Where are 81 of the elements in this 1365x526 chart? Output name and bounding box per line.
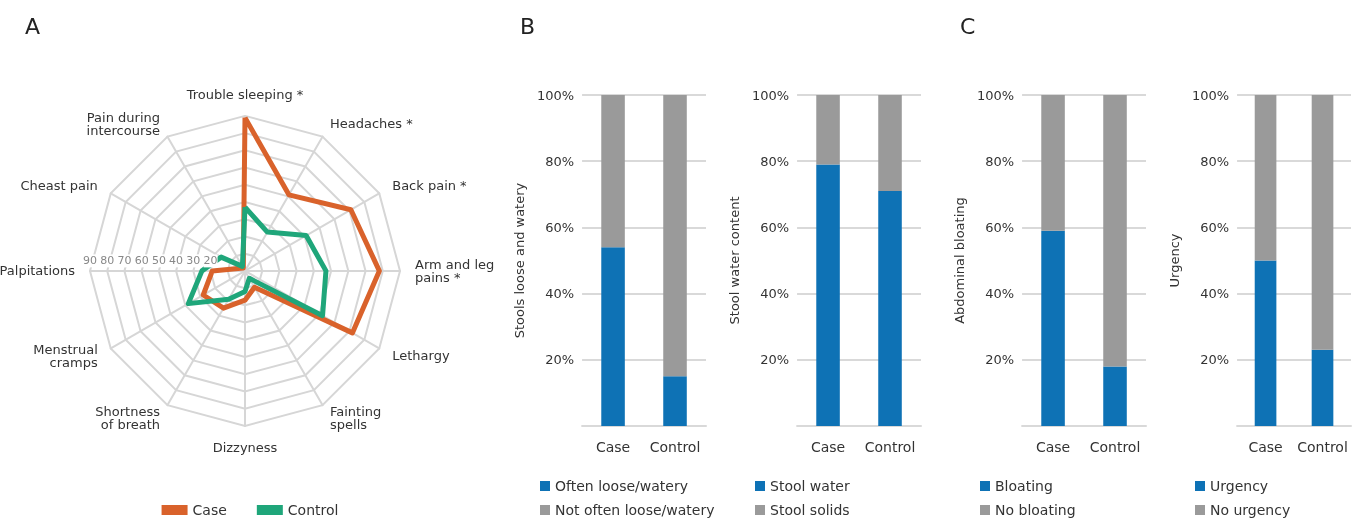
bar <box>1041 95 1065 231</box>
x-tick-label: Case <box>810 439 846 455</box>
bar <box>1311 95 1334 350</box>
y-tick-label: 40 <box>169 254 184 268</box>
spoke-label: Fainting spells <box>330 404 382 433</box>
y-tick-label: 100% <box>536 87 575 103</box>
chart-title: B <box>520 13 536 39</box>
y-tick-label: 40% <box>1200 286 1230 302</box>
chart-title: C <box>960 13 976 39</box>
bar <box>601 247 625 426</box>
spoke-label: Pain during intercourse <box>86 109 160 138</box>
bar <box>1311 349 1334 426</box>
x-tick-label: Case <box>1035 439 1071 455</box>
y-axis-title: Abdominal bloating <box>952 197 967 324</box>
y-tick-label: 40% <box>760 286 790 302</box>
bar <box>878 95 902 191</box>
bar <box>663 95 687 377</box>
y-tick-label: 90 <box>83 254 97 268</box>
y-tick-label: 60 <box>134 254 149 268</box>
legend-label: Often loose/watery <box>555 478 688 494</box>
x-tick-label: Control <box>649 439 701 455</box>
spoke-label: Back pain * <box>392 178 468 194</box>
bar <box>1041 230 1065 426</box>
y-tick-label: 60% <box>985 219 1015 235</box>
y-tick-label: 70 <box>117 254 132 268</box>
y-tick-label: 100% <box>976 87 1015 103</box>
x-tick-label: Control <box>1089 439 1141 455</box>
x-tick-label: Case <box>595 439 631 455</box>
y-tick-label: 80% <box>985 153 1015 169</box>
legend-label: Not often loose/watery <box>555 502 715 518</box>
spoke-label: Menstrual cramps <box>33 341 98 370</box>
spoke-label: Arm and leg pains * <box>415 256 495 285</box>
spoke-label: Palpitations <box>0 263 76 279</box>
y-tick-label: 80% <box>760 153 790 169</box>
bar <box>601 95 625 248</box>
spoke-label: Dizzyness <box>212 439 278 455</box>
y-tick-label: 100% <box>1191 87 1230 103</box>
y-tick-label: 80% <box>545 153 575 169</box>
bar <box>878 190 902 426</box>
y-tick-label: 40% <box>985 286 1015 302</box>
chart-title: A <box>25 13 41 39</box>
bar <box>663 376 687 426</box>
y-tick-label: 100% <box>751 87 790 103</box>
spoke-label: Lethargy <box>392 348 450 364</box>
bar <box>1254 260 1277 426</box>
y-axis-title: Stool water content <box>727 196 742 325</box>
y-tick-label: 60% <box>545 219 575 235</box>
y-tick-label: 20% <box>1200 352 1230 368</box>
y-tick-label: 80 <box>100 254 115 268</box>
y-tick-label: 20% <box>545 352 575 368</box>
y-tick-label: 20% <box>760 352 790 368</box>
y-axis-title: Stools loose and watery <box>512 182 527 339</box>
spoke-label: Headaches * <box>330 116 414 132</box>
y-tick-label: 80% <box>1200 153 1230 169</box>
bar <box>816 95 840 165</box>
legend-label: Stool solids <box>770 502 850 518</box>
x-tick-label: Control <box>1297 439 1348 455</box>
bar <box>816 164 840 426</box>
y-tick-label: 60% <box>1200 219 1230 235</box>
legend-label: Case <box>192 502 227 518</box>
y-tick-label: 30 <box>186 254 201 268</box>
legend-label: Bloating <box>995 478 1053 494</box>
legend-label: No bloating <box>995 502 1076 518</box>
bar <box>1103 95 1127 367</box>
y-tick-label: 60% <box>760 219 790 235</box>
legend-label: Stool water <box>770 478 850 494</box>
x-tick-label: Case <box>1248 439 1283 455</box>
bar <box>1103 366 1127 426</box>
y-tick-label: 20% <box>985 352 1015 368</box>
y-tick-label: 20 <box>203 254 218 268</box>
y-tick-label: 50 <box>151 254 166 268</box>
legend-label: No urgency <box>1210 502 1291 518</box>
x-tick-label: Control <box>864 439 916 455</box>
legend-label: Urgency <box>1210 478 1269 494</box>
legend-label: Control <box>287 502 339 518</box>
y-tick-label: 40% <box>545 286 575 302</box>
spoke-label: Cheast pain <box>20 178 98 194</box>
bar <box>1254 95 1277 261</box>
spoke-label: Trouble sleeping * <box>185 86 304 102</box>
y-axis-title: Urgency <box>1167 233 1182 288</box>
spoke-label: Shortness of breath <box>95 404 161 433</box>
